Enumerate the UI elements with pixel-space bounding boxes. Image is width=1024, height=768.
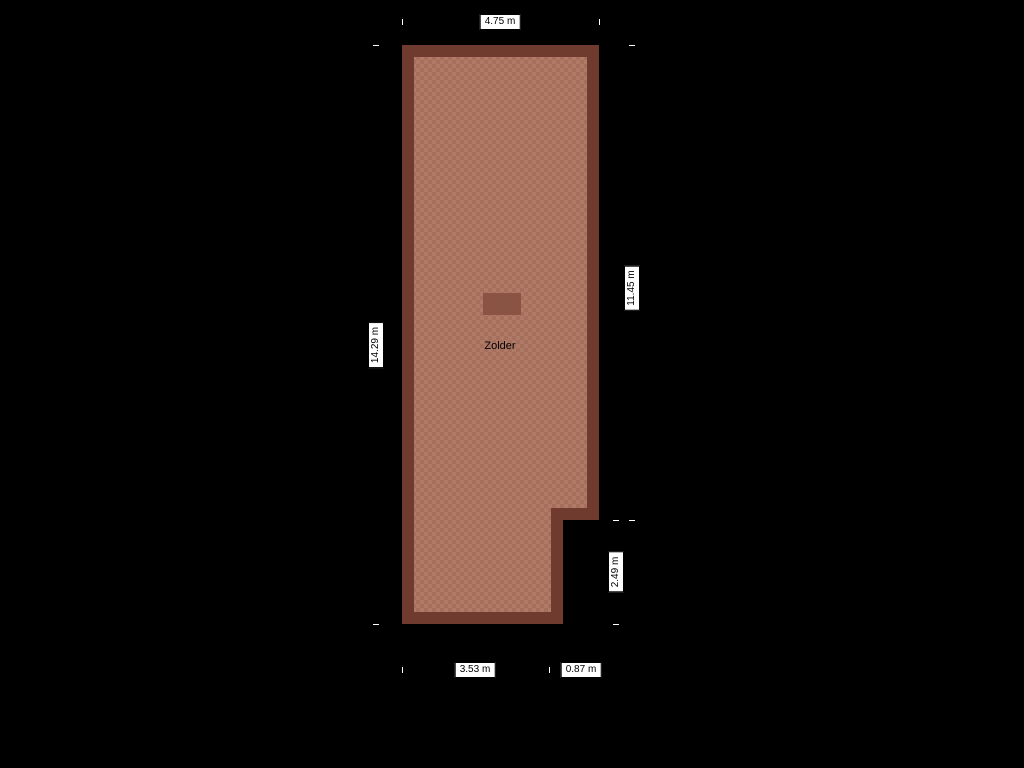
tick: [402, 667, 403, 673]
dim-right-upper: 11.45 m: [624, 265, 640, 310]
floorplan-canvas: Zolder 4.75 m 14.29 m 11.45 m 2.49 m 3.5…: [0, 0, 1024, 768]
tick: [629, 45, 635, 46]
tick: [402, 19, 403, 25]
tick: [599, 19, 600, 25]
room-label-zolder: Zolder: [484, 340, 515, 352]
tick: [373, 45, 379, 46]
dim-bottom-left: 3.53 m: [455, 662, 496, 678]
floorplan-svg: [0, 0, 1024, 768]
tick: [613, 624, 619, 625]
room-inner-feature: [483, 293, 521, 315]
dim-right-lower: 2.49 m: [608, 552, 624, 593]
dim-bottom-right: 0.87 m: [561, 662, 602, 678]
tick: [373, 624, 379, 625]
tick: [563, 667, 564, 673]
tick: [599, 667, 600, 673]
dim-top: 4.75 m: [480, 14, 521, 30]
tick: [613, 520, 619, 521]
tick: [629, 520, 635, 521]
dim-left-full: 14.29 m: [368, 322, 384, 368]
tick: [549, 667, 550, 673]
